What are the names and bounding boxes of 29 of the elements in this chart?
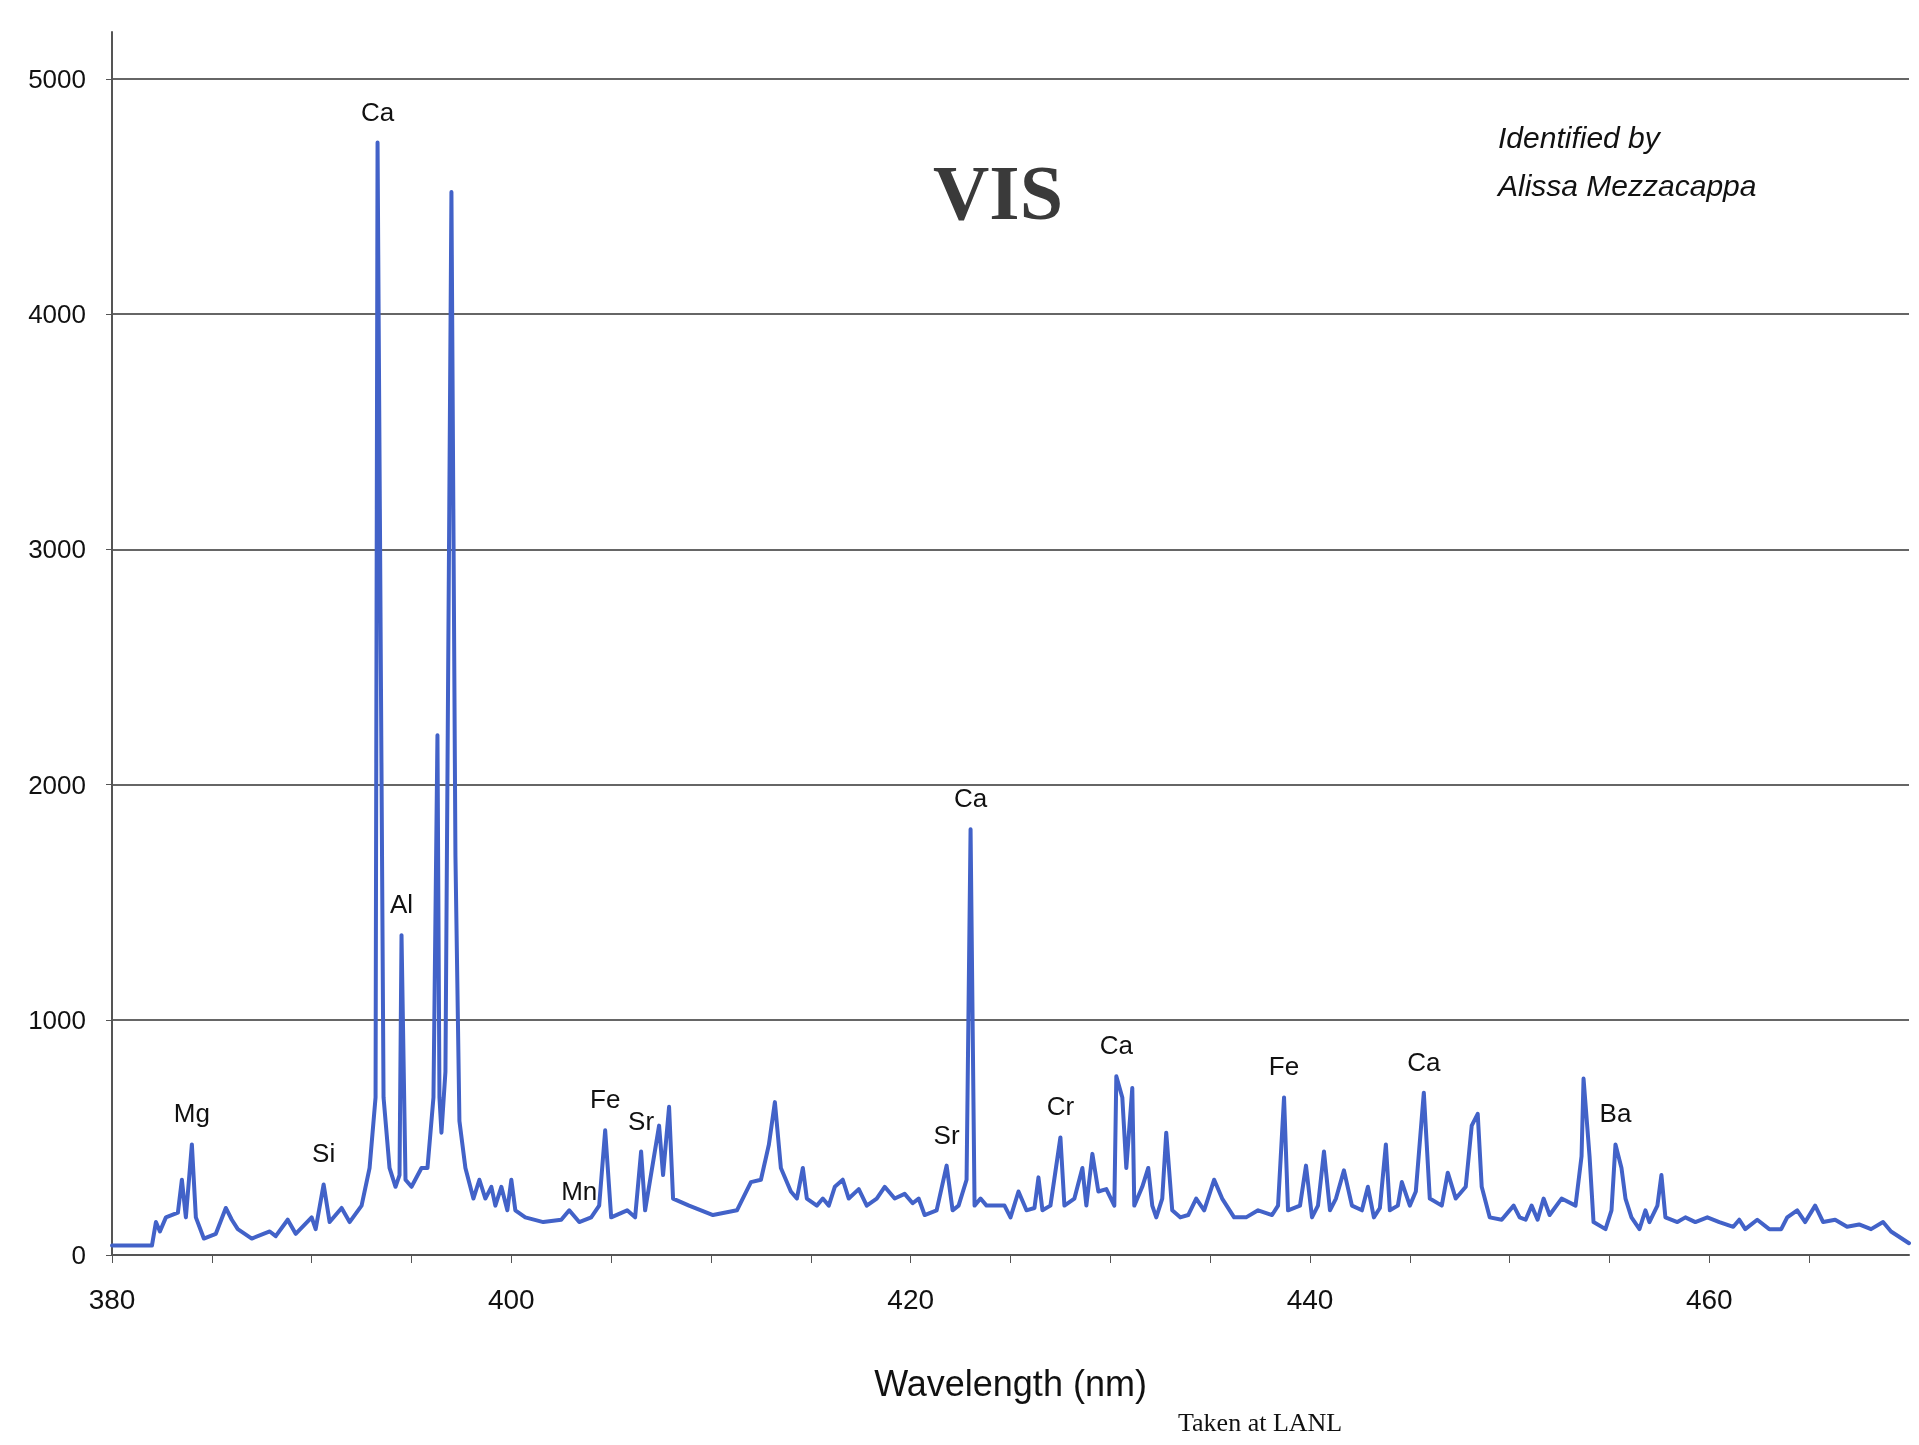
annotation: Mg [173,1098,210,1129]
y-tick-label: 5000 [28,64,86,95]
y-tick-label: 2000 [28,769,86,800]
x-axis-title: Wavelength (nm) [874,1362,1147,1404]
x-tick-label: 420 [887,1283,935,1315]
annotation: Cr [1046,1091,1075,1122]
annotation: Ca [1099,1030,1134,1061]
annotation: Ca [1407,1046,1441,1077]
annotation: Mn [561,1176,598,1207]
annotation: Sr [628,1105,655,1136]
y-tick-label: 1000 [28,1004,86,1035]
x-tick-label: 380 [88,1283,136,1315]
annotation: Ba [1599,1098,1632,1129]
y-tick-label: 4000 [28,299,86,330]
annotation: Identified by Alissa Mezzacappa [1496,120,1757,202]
annotation: Si [312,1138,336,1169]
y-tick-label: 3000 [28,534,86,565]
annotation: Sr [933,1119,960,1150]
x-tick-label: 440 [1286,1283,1334,1315]
annotation: Ca [360,96,395,127]
annotation: Al [389,889,414,920]
annotation: Fe [590,1084,621,1115]
text: VIS [933,148,1064,236]
annotation: Fe [1268,1051,1300,1082]
x-tick-label: 400 [487,1283,535,1315]
annotation: Ca [953,783,988,814]
text: Taken at LANL [1178,1407,1343,1437]
x-tick-label: 460 [1685,1283,1733,1315]
y-tick-label: 0 [71,1240,86,1270]
